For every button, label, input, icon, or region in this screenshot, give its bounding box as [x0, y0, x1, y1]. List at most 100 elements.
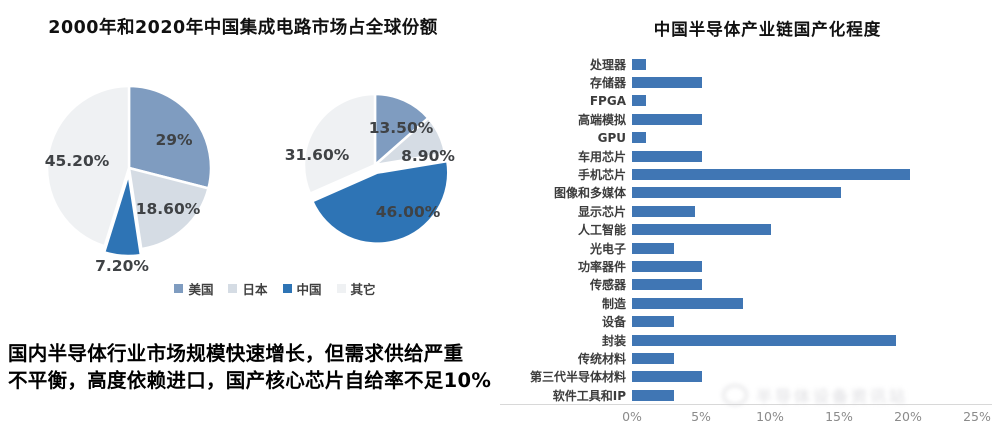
- bar-track: [632, 316, 980, 328]
- summary-note: 国内半导体行业市场规模快速增长，但需求供给严重 不平衡，高度依赖进口，国产核心芯…: [8, 340, 513, 394]
- bar-track: [632, 187, 980, 199]
- bar-row: 手机芯片: [500, 165, 980, 183]
- legend-item-日本: 日本: [228, 279, 268, 298]
- bar-fill-GPU: [632, 132, 646, 144]
- pie-2020-label-other: 31.60%: [284, 146, 350, 164]
- bar-category-label: 存储器: [589, 76, 626, 91]
- bar-row: 存储器: [500, 73, 980, 91]
- bar-track: [632, 334, 980, 346]
- x-axis-tick: 20%: [894, 409, 922, 424]
- bar-fill-功率器件: [632, 260, 702, 272]
- bar-track: [632, 352, 980, 364]
- pie-slice-日本: [127, 166, 210, 251]
- bar-row: 传统材料: [500, 349, 980, 367]
- bar-track: [632, 224, 980, 236]
- bar-row: 光电子: [500, 239, 980, 257]
- legend-swatch-icon: [174, 284, 184, 293]
- bar-category-label: 显示芯片: [577, 204, 626, 219]
- bar-category-label: FPGA: [589, 93, 626, 108]
- legend-swatch-icon: [336, 284, 346, 293]
- bar-row: 显示芯片: [500, 202, 980, 220]
- bar-track: [632, 260, 980, 272]
- pie-slice-中国: [102, 172, 143, 258]
- bar-track: [632, 113, 980, 125]
- bar-row: FPGA: [500, 92, 980, 110]
- pie-slice-其它: [45, 84, 131, 248]
- legend-item-中国: 中国: [282, 279, 322, 298]
- pie-chart-2000: [45, 84, 213, 258]
- bar-track: [632, 150, 980, 162]
- bar-fill-FPGA: [632, 95, 646, 107]
- bar-track: [632, 77, 980, 89]
- bar-track: [632, 95, 980, 107]
- bar-category-label: 人工智能: [577, 223, 626, 238]
- pie-chart-2020: [302, 92, 450, 245]
- bar-category-label: 图像和多媒体: [553, 186, 626, 201]
- bar-fill-软件工具和IP: [632, 389, 674, 401]
- bar-track: [632, 371, 980, 383]
- bar-row: 车用芯片: [500, 147, 980, 165]
- bar-fill-设备: [632, 316, 674, 328]
- legend-label: 日本: [242, 282, 268, 297]
- bar-track: [632, 58, 980, 70]
- x-axis-tick: 15%: [825, 409, 853, 424]
- bar-fill-存储器: [632, 77, 702, 89]
- pie-2000-label-china: 7.20%: [95, 257, 149, 275]
- bar-track: [632, 279, 980, 291]
- bar-fill-人工智能: [632, 224, 772, 236]
- bar-fill-制造: [632, 297, 744, 309]
- legend-label: 中国: [296, 282, 322, 297]
- bar-category-label: 第三代半导体材料: [529, 370, 626, 385]
- bar-track: [632, 242, 980, 254]
- summary-note-line1: 国内半导体行业市场规模快速增长，但需求供给严重: [8, 342, 464, 365]
- bar-category-label: 处理器: [589, 57, 626, 72]
- bar-fill-传统材料: [632, 352, 674, 364]
- bar-category-label: 传统材料: [577, 351, 626, 366]
- bar-category-label: 车用芯片: [577, 149, 626, 164]
- bar-track: [632, 132, 980, 144]
- pie-2020-label-usa: 13.50%: [368, 119, 434, 137]
- legend-item-其它: 其它: [336, 279, 376, 298]
- summary-note-line2: 不平衡，高度依赖进口，国产核心芯片自给率不足10%: [8, 369, 492, 392]
- legend-swatch-icon: [282, 284, 292, 293]
- legend-swatch-icon: [228, 284, 238, 293]
- bar-fill-手机芯片: [632, 169, 911, 181]
- bar-category-label: GPU: [597, 130, 626, 145]
- bar-track: [632, 389, 980, 401]
- bar-category-label: 制造: [601, 296, 626, 311]
- bar-fill-车用芯片: [632, 150, 702, 162]
- bar-chart-title: 中国半导体产业链国产化程度: [653, 20, 882, 39]
- bar-fill-处理器: [632, 58, 646, 70]
- bar-row: 软件工具和IP: [500, 386, 980, 404]
- pie-slice-中国: [311, 159, 450, 245]
- pie-2020-label-japan: 8.90%: [401, 147, 455, 165]
- bar-fill-显示芯片: [632, 205, 695, 217]
- pie-slice-其它: [302, 92, 377, 195]
- bar-category-label: 传感器: [589, 278, 626, 293]
- pie-2000-label-usa: 29%: [155, 131, 193, 149]
- bar-category-label: 封装: [601, 333, 626, 348]
- x-axis-tick: 0%: [622, 409, 642, 424]
- bar-category-label: 手机芯片: [577, 168, 626, 183]
- bar-category-label: 功率器件: [577, 259, 626, 274]
- bar-row: 图像和多媒体: [500, 184, 980, 202]
- x-axis-tick: 25%: [963, 409, 991, 424]
- bar-fill-高端模拟: [632, 113, 702, 125]
- bar-fill-光电子: [632, 242, 674, 254]
- bar-fill-图像和多媒体: [632, 187, 841, 199]
- pie-2020-label-china: 46.00%: [375, 203, 441, 221]
- x-axis-tick: 5%: [691, 409, 711, 424]
- pie-slice-日本: [373, 116, 447, 167]
- bar-row: 设备: [500, 312, 980, 330]
- bar-row: 封装: [500, 331, 980, 349]
- bar-category-label: 高端模拟: [577, 112, 626, 127]
- bar-category-label: 光电子: [589, 241, 626, 256]
- bar-track: [632, 169, 980, 181]
- pie-charts-title: 2000年和2020年中国集成电路市场占全球份额: [48, 18, 438, 38]
- legend-label: 美国: [188, 282, 214, 297]
- legend-item-美国: 美国: [174, 279, 213, 298]
- bar-category-label: 软件工具和IP: [552, 388, 626, 403]
- bar-row: 功率器件: [500, 257, 980, 275]
- localization-bar-chart: 处理器存储器 FPGA 高端模拟 GPU 车用芯片手机芯片图像和多媒体显示芯片人工智能光…: [500, 55, 980, 404]
